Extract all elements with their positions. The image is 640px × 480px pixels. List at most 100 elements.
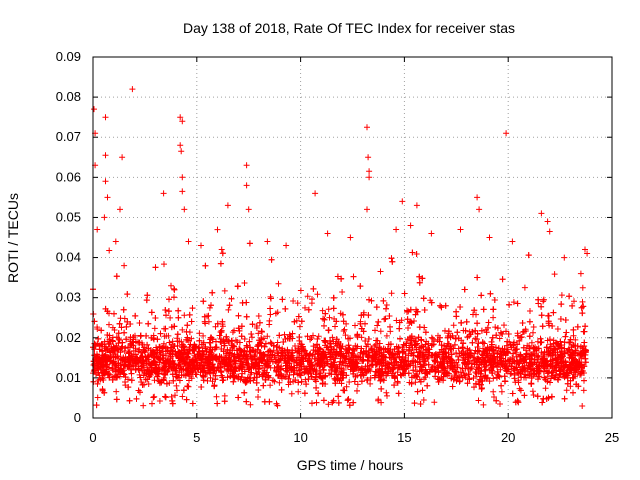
data-point: [151, 377, 158, 384]
data-point: [557, 316, 564, 322]
data-point: [280, 339, 287, 345]
data-point: [449, 332, 456, 339]
data-point: [248, 331, 255, 337]
data-point: [542, 385, 549, 392]
data-point: [209, 289, 216, 296]
data-point: [187, 341, 194, 348]
data-point: [340, 387, 347, 394]
data-point: [545, 363, 551, 369]
data-point: [464, 334, 471, 341]
data-point: [424, 371, 431, 377]
data-point: [212, 372, 219, 379]
data-point: [189, 347, 196, 354]
data-point: [515, 379, 522, 386]
data-point: [109, 376, 116, 383]
data-point: [480, 306, 487, 313]
data-point: [261, 367, 268, 374]
data-point: [409, 249, 416, 256]
data-point: [322, 339, 329, 346]
data-point: [352, 373, 359, 380]
data-point: [471, 384, 477, 391]
data-point: [127, 340, 134, 347]
data-point: [410, 337, 417, 344]
data-point: [410, 352, 417, 359]
data-point: [186, 311, 193, 318]
data-point: [545, 312, 552, 319]
data-point: [431, 363, 437, 370]
data-point: [333, 318, 340, 325]
data-point: [313, 384, 320, 391]
data-point: [432, 373, 439, 380]
data-point: [301, 390, 308, 397]
data-point: [452, 335, 459, 342]
data-point: [179, 393, 186, 400]
data-point: [391, 346, 398, 353]
data-point: [453, 350, 460, 357]
data-point: [478, 373, 485, 380]
data-point: [457, 369, 464, 376]
data-point: [262, 376, 269, 383]
data-point: [292, 343, 298, 349]
data-point: [558, 292, 565, 299]
data-point: [216, 332, 223, 339]
data-point: [566, 293, 573, 300]
data-point: [102, 305, 109, 312]
data-point: [518, 334, 525, 340]
data-point: [504, 338, 511, 345]
data-point: [581, 339, 588, 346]
data-point: [255, 394, 261, 400]
data-point: [566, 347, 573, 354]
data-point: [224, 346, 231, 353]
data-point: [415, 334, 422, 341]
data-point: [383, 332, 390, 339]
data-point: [296, 359, 303, 366]
data-point: [485, 319, 492, 326]
data-point: [343, 383, 350, 390]
data-point: [474, 274, 481, 281]
data-point: [121, 371, 128, 378]
data-point: [570, 350, 577, 357]
data-point: [412, 379, 419, 386]
data-point: [310, 332, 316, 339]
data-point: [508, 344, 515, 351]
data-point: [330, 305, 337, 312]
data-point: [185, 337, 192, 344]
data-point: [329, 351, 336, 358]
data-point: [562, 362, 569, 369]
data-point: [174, 331, 181, 338]
data-point: [92, 341, 99, 348]
data-point: [228, 295, 235, 302]
data-point: [231, 358, 237, 365]
data-point: [332, 367, 338, 373]
data-point: [378, 352, 385, 359]
data-point: [266, 398, 273, 405]
data-point: [273, 400, 280, 407]
data-point: [151, 358, 158, 365]
data-point: [190, 362, 197, 369]
data-point: [377, 328, 384, 335]
data-point: [445, 370, 452, 377]
data-point: [337, 371, 344, 378]
data-point: [489, 370, 495, 376]
data-point: [201, 313, 208, 320]
data-point: [408, 333, 415, 340]
data-point: [295, 388, 302, 395]
data-point: [271, 365, 278, 371]
data-point: [202, 262, 209, 269]
data-point: [505, 331, 512, 337]
data-point: [411, 400, 418, 407]
data-point: [484, 324, 491, 331]
data-point: [189, 305, 196, 312]
data-point: [94, 380, 101, 387]
data-point: [551, 271, 558, 278]
data-point: [168, 282, 174, 289]
data-point: [113, 388, 120, 395]
data-point: [223, 333, 230, 340]
data-point: [273, 359, 280, 366]
data-point: [111, 310, 117, 317]
data-point: [450, 322, 457, 329]
data-point: [175, 307, 182, 314]
data-point: [464, 345, 471, 352]
data-point: [304, 293, 311, 300]
data-point: [484, 344, 491, 351]
